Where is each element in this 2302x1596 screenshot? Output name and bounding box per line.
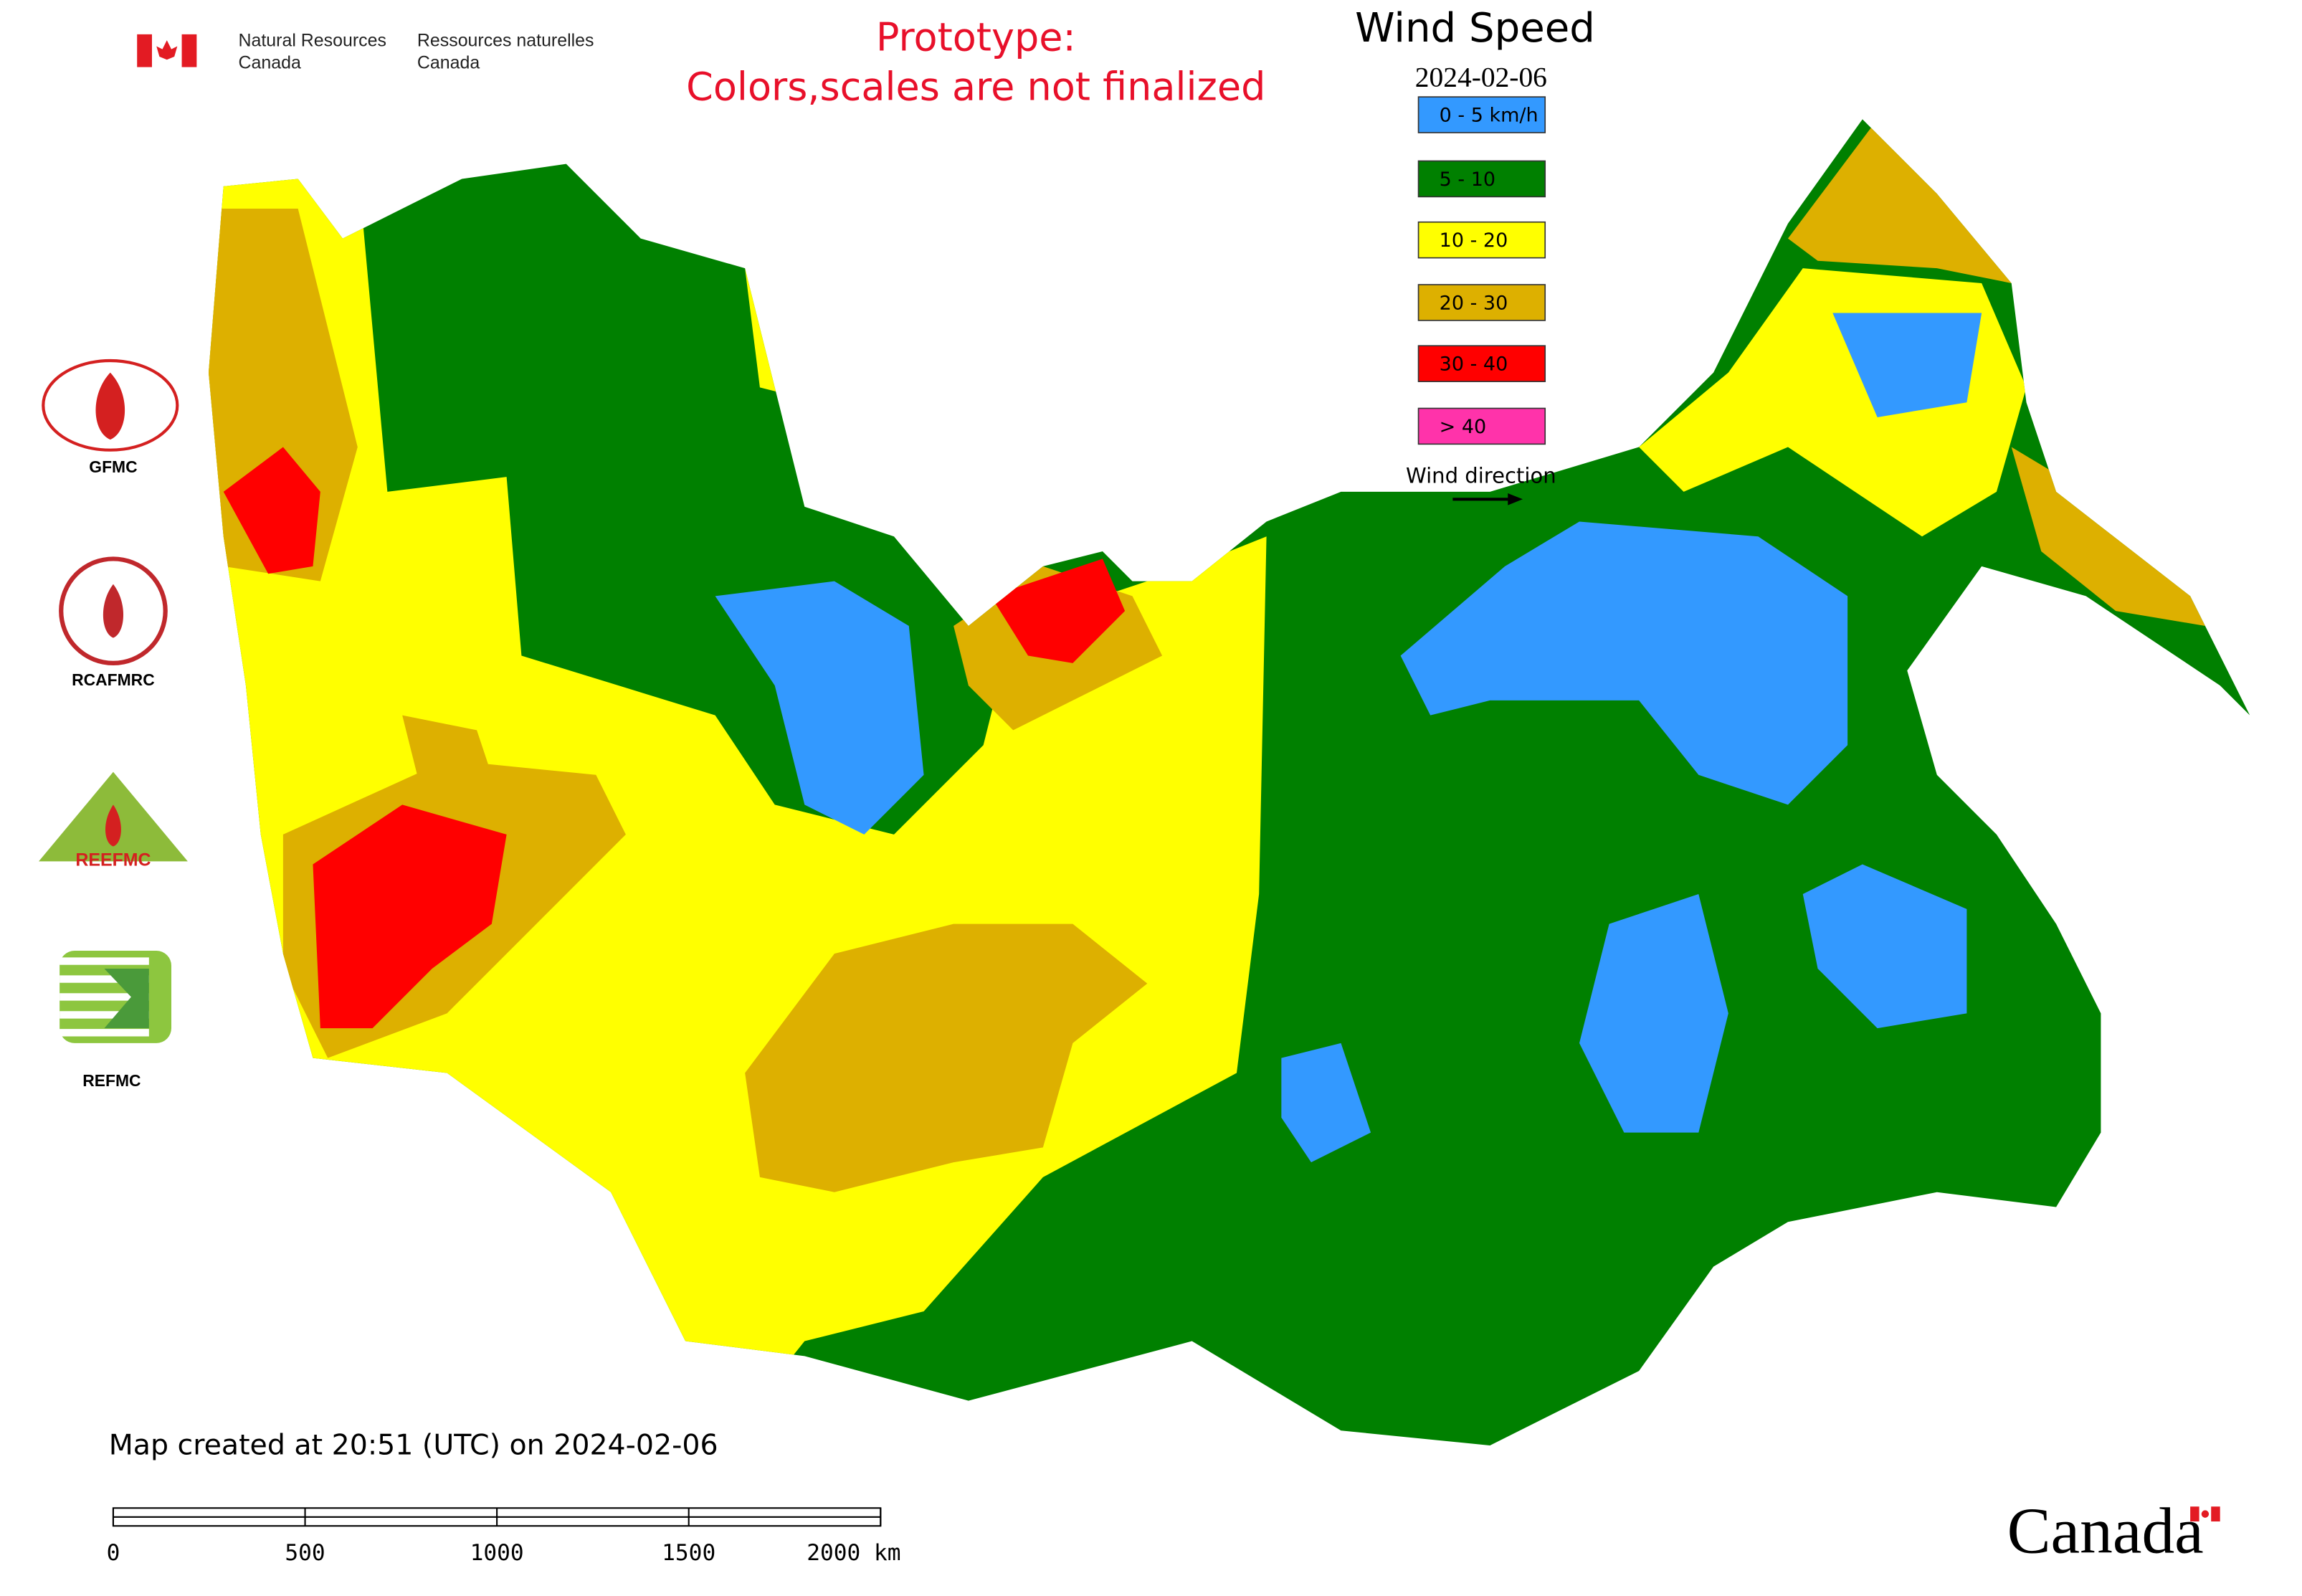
wind-zone [1281, 1042, 1371, 1163]
notice: Colors,scales are not finalized [686, 64, 1265, 109]
wind-zone [991, 559, 1126, 663]
legend-swatch [1417, 345, 1546, 382]
legend-title: Wind Speed [1355, 5, 1595, 52]
logo-label: GFMC [89, 457, 137, 476]
wind-zone [2011, 447, 2205, 626]
agency-fr: Canada [417, 53, 480, 73]
agency-fr: Ressources naturelles [417, 30, 594, 50]
legend-swatch [1417, 407, 1546, 445]
wind-zone [1787, 119, 2012, 283]
scale-label: 1000 [470, 1540, 524, 1566]
legend-date: 2024-02-06 [1415, 62, 1547, 93]
logo-label: RCAFMRC [72, 670, 155, 689]
legend-label: 5 - 10 [1440, 168, 1495, 191]
legend-swatch [1417, 221, 1546, 259]
wind-zone [745, 923, 1148, 1192]
legend-label: 20 - 30 [1440, 293, 1508, 315]
wind-zone [313, 804, 507, 1029]
wind-direction-label: Wind direction [1406, 463, 1556, 488]
legend-swatch [1417, 96, 1546, 133]
scale-label: 1500 [662, 1540, 715, 1566]
created-note: Map created at 20:51 (UTC) on 2024-02-06 [109, 1428, 718, 1461]
agency-en: Canada [239, 53, 301, 73]
legend-label: 10 - 20 [1440, 229, 1508, 252]
wind-arrow-head [1508, 493, 1523, 505]
wind-zone [1832, 313, 1982, 417]
wind-zone [715, 581, 924, 835]
wind-zone [1579, 894, 1728, 1133]
wind-zone [223, 447, 320, 574]
wind-zone [1802, 864, 1967, 1029]
scale-label: 0 [107, 1540, 120, 1566]
scale-bar: 0 500 1000 1500 2000 km [107, 1507, 901, 1566]
partner-logos: GFMC RCAFMRC REEFMC REFMC [39, 358, 188, 1090]
legend-label: 0 - 5 km/h [1440, 105, 1538, 127]
logo-text: REEFMC [75, 850, 151, 870]
logo-label: REFMC [82, 1071, 141, 1090]
legend-swatch [1417, 284, 1546, 321]
notice: Prototype: [876, 15, 1076, 60]
legend-swatch [1417, 160, 1546, 198]
scale-label: 500 [285, 1540, 325, 1566]
agency-en: Natural Resources [239, 30, 386, 50]
legend: Wind Speed 2024-02-06 Wind direction 0 -… [1355, 5, 1595, 505]
canada-wordmark: Canada [2007, 1495, 2204, 1567]
legend-label: 30 - 40 [1440, 353, 1508, 376]
wind-zone [1400, 521, 1848, 805]
agency-signature: Natural Resources Canada Ressources natu… [137, 30, 594, 73]
legend-label: > 40 [1440, 416, 1487, 438]
scale-label: 2000 km [807, 1540, 900, 1566]
wind-zone [402, 715, 492, 775]
